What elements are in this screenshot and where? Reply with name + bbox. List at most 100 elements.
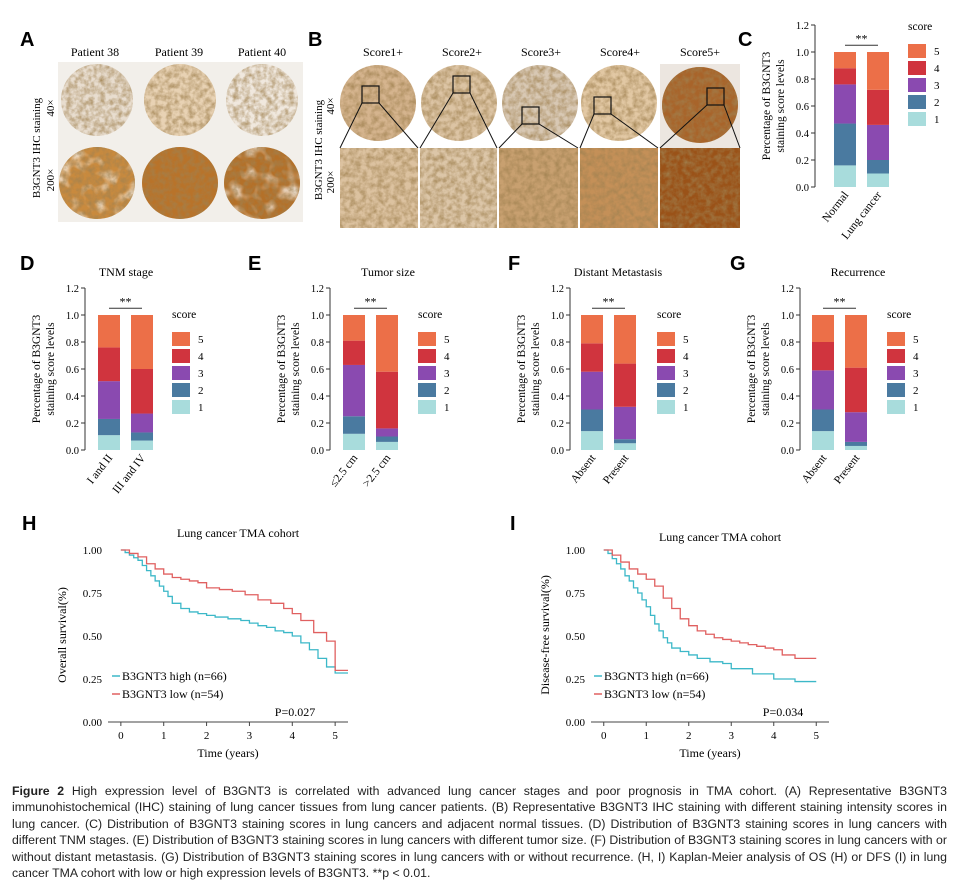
y-axis-label: Overall survival(%) xyxy=(55,587,69,683)
y-axis-label: Percentage of B3GNT3 xyxy=(516,314,528,423)
caption-text: High expression level of B3GNT3 is corre… xyxy=(12,784,947,881)
legend-swatch-score3 xyxy=(418,366,436,380)
panel-b-ylabel: B3GNT3 IHC staining xyxy=(313,99,325,200)
bar-III and IV-score5 xyxy=(131,315,153,369)
panel-i-letter: I xyxy=(510,513,516,535)
ihc-core-score1-40x xyxy=(340,65,416,141)
bar-Absent-score2 xyxy=(581,409,603,432)
bar->2.5 cm-score1 xyxy=(376,441,398,450)
panel-b-mag-high: 200× xyxy=(325,171,337,194)
x-tick-label: 2 xyxy=(686,730,692,742)
panel-d-letter: D xyxy=(20,253,34,275)
legend-label-score2: 2 xyxy=(934,97,940,109)
legend-title: score xyxy=(887,309,911,321)
y-axis-label-line2: staining score levels xyxy=(775,59,787,153)
patient-40-label: Patient 40 xyxy=(238,45,286,59)
y-tick-label: 0.8 xyxy=(796,75,809,86)
zoom-lines xyxy=(339,92,741,149)
bar-Lung cancer-score3 xyxy=(867,124,889,160)
significance-marker: ** xyxy=(856,31,868,45)
chart-title: Recurrence xyxy=(831,265,886,279)
y-tick-label: 0.00 xyxy=(83,717,103,729)
legend-label-score5: 5 xyxy=(913,334,919,346)
legend-label-high: B3GNT3 high (n=66) xyxy=(122,669,227,683)
y-tick-label: 0.6 xyxy=(796,102,809,113)
bar-Lung cancer-score5 xyxy=(867,52,889,90)
bar->2.5 cm-score3 xyxy=(376,428,398,437)
y-axis-label: Percentage of B3GNT3 xyxy=(31,314,43,423)
ihc-field-score5-200x xyxy=(660,148,740,228)
legend-label-score1: 1 xyxy=(913,402,919,414)
ihc-field-score4-200x xyxy=(580,148,658,228)
survival-curve-low xyxy=(120,549,348,672)
bar-chart-normal-vs-cancer: Percentage of B3GNT3 staining score level… xyxy=(761,21,940,242)
panel-b: B Score1+ Score2+ Score3+ Score4+ Score5… xyxy=(308,29,741,228)
bar-III and IV-score1 xyxy=(131,440,153,450)
legend-swatch-score4 xyxy=(172,349,190,363)
legend-label-score3: 3 xyxy=(444,368,450,380)
y-tick-label: 1.00 xyxy=(83,545,103,557)
y-tick-label: 0.8 xyxy=(551,338,564,349)
y-tick-label: 0.0 xyxy=(781,446,794,457)
legend-swatch-score5 xyxy=(657,332,675,346)
y-tick-label: 0.2 xyxy=(796,156,809,167)
legend-label-score4: 4 xyxy=(444,351,450,363)
y-axis-label: Percentage of B3GNT3 xyxy=(276,314,288,423)
x-tick-label: 2 xyxy=(204,730,210,742)
y-tick-label: 0.6 xyxy=(781,365,794,376)
panel-a-mag-high: 200× xyxy=(45,169,57,192)
bar-III and IV-score2 xyxy=(131,432,153,441)
panel-a-letter: A xyxy=(20,29,34,51)
ihc-core-score3-40x xyxy=(502,65,578,141)
legend-swatch-score2 xyxy=(657,383,675,397)
ihc-core-score4-40x xyxy=(581,65,657,141)
legend-swatch-score1 xyxy=(887,400,905,414)
figure-canvas: A Patient 38 Patient 39 Patient 40 B3GNT… xyxy=(20,21,940,760)
y-tick-label: 0.0 xyxy=(311,446,324,457)
ihc-core-score5-40x xyxy=(662,67,738,143)
x-tick-label: I and II xyxy=(85,452,115,486)
y-axis-label-line2: staining score levels xyxy=(45,322,57,416)
x-tick-label: 1 xyxy=(644,730,650,742)
legend-label-score4: 4 xyxy=(913,351,919,363)
ihc-field-patient39-200x xyxy=(142,147,218,219)
significance-marker: ** xyxy=(603,294,615,308)
bar-Absent-score4 xyxy=(812,342,834,371)
y-axis-label: Percentage of B3GNT3 xyxy=(761,51,773,160)
bar-Present-score5 xyxy=(845,315,867,368)
legend-label-score4: 4 xyxy=(683,351,689,363)
y-tick-label: 0.75 xyxy=(83,588,103,600)
panel-b-mag-low: 40× xyxy=(325,97,337,114)
legend-swatch-score4 xyxy=(887,349,905,363)
x-tick-label: 1 xyxy=(161,730,167,742)
x-axis-label: Time (years) xyxy=(197,746,258,760)
legend-swatch-score2 xyxy=(418,383,436,397)
bar-≤2.5 cm-score5 xyxy=(343,315,365,341)
bar-≤2.5 cm-score4 xyxy=(343,340,365,365)
y-axis-label-line2: staining score levels xyxy=(530,322,542,416)
x-tick-label: Absent xyxy=(569,452,599,486)
legend-label-score5: 5 xyxy=(198,334,204,346)
bar-≤2.5 cm-score3 xyxy=(343,364,365,417)
x-tick-label: 5 xyxy=(332,730,338,742)
bar-Absent-score3 xyxy=(812,370,834,410)
bar-Present-score2 xyxy=(845,441,867,446)
bar-Present-score4 xyxy=(614,363,636,407)
bar-Absent-score5 xyxy=(812,315,834,342)
y-tick-label: 1.0 xyxy=(551,311,564,322)
bar-Absent-score1 xyxy=(812,431,834,450)
legend-label-score1: 1 xyxy=(444,402,450,414)
legend-swatch-score1 xyxy=(908,112,926,126)
bar-III and IV-score4 xyxy=(131,369,153,414)
y-tick-label: 1.2 xyxy=(66,284,79,295)
chart-title: Lung cancer TMA cohort xyxy=(659,530,782,544)
y-tick-label: 0.2 xyxy=(66,419,79,430)
legend-label-score3: 3 xyxy=(683,368,689,380)
legend-label-score3: 3 xyxy=(934,80,940,92)
y-tick-label: 0.2 xyxy=(311,419,324,430)
y-tick-label: 0.6 xyxy=(66,365,79,376)
panel-c-letter: C xyxy=(738,29,752,51)
legend-label-score2: 2 xyxy=(198,385,204,397)
ihc-field-score3-200x xyxy=(499,148,578,228)
panel-b-letter: B xyxy=(308,29,322,51)
